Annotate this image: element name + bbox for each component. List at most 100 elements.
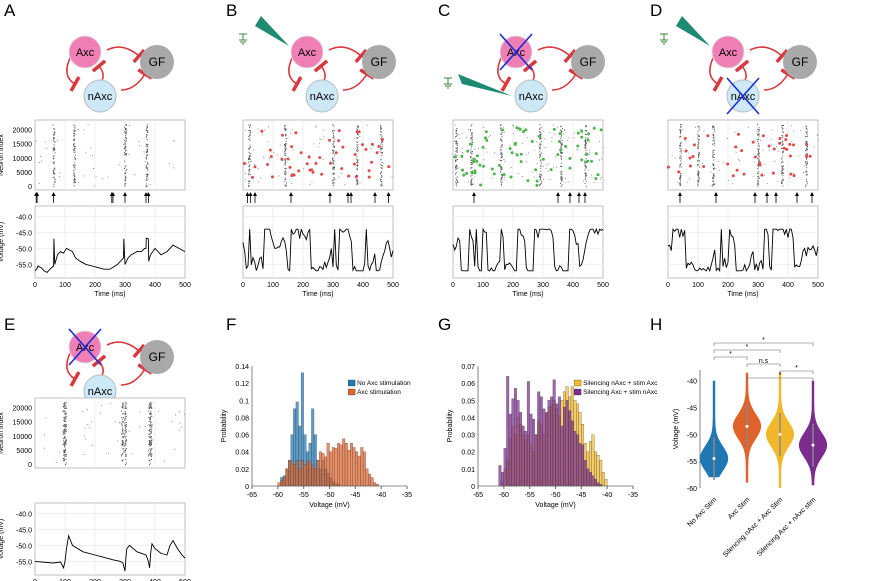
- raster-ytick: 20000: [13, 406, 33, 413]
- raster-spike: [78, 129, 79, 131]
- raster-spike: [679, 180, 681, 182]
- raster-spike: [598, 159, 600, 161]
- raster-spike: [582, 132, 584, 134]
- raster-spike: [757, 166, 759, 168]
- raster-spike: [147, 173, 149, 175]
- raster-spike: [313, 143, 315, 145]
- raster-spike: [806, 180, 808, 182]
- raster-spike: [146, 174, 148, 176]
- raster-spike: [73, 174, 75, 176]
- violin-median: [811, 443, 815, 447]
- raster-spike: [78, 182, 80, 184]
- raster-spike: [332, 131, 334, 133]
- stim-dot: [526, 179, 530, 183]
- raster-spike: [148, 440, 150, 442]
- raster-spike: [806, 132, 808, 134]
- raster-spike: [782, 150, 784, 152]
- raster-spike: [150, 424, 152, 426]
- raster-spike: [539, 153, 541, 155]
- raster-spike: [150, 432, 152, 434]
- histogram-bar: [352, 447, 356, 487]
- raster-spike: [380, 124, 382, 126]
- raster-spike: [381, 148, 383, 150]
- raster-spike: [455, 178, 457, 180]
- raster-spike: [333, 136, 335, 138]
- raster-spike: [539, 130, 541, 132]
- raster-spike: [53, 133, 55, 135]
- raster-spike: [698, 179, 700, 181]
- raster-spike: [758, 149, 760, 151]
- time-tick: 500: [179, 282, 191, 289]
- raster-spike: [149, 463, 151, 465]
- raster-spike: [540, 134, 542, 136]
- raster-spike: [147, 154, 149, 156]
- histogram-bar: [542, 408, 546, 487]
- raster-spike: [146, 150, 148, 152]
- stim-dot: [586, 159, 590, 163]
- raster-spike: [54, 128, 56, 130]
- raster-spike: [124, 413, 126, 415]
- raster-spike: [458, 167, 460, 169]
- raster-spike: [55, 461, 57, 463]
- raster-spike: [602, 151, 604, 153]
- raster-spike: [806, 161, 808, 163]
- raster-spike: [501, 144, 503, 146]
- raster-spike: [782, 124, 784, 126]
- raster-spike: [284, 171, 286, 173]
- raster-spike: [129, 125, 131, 127]
- raster-spike: [150, 418, 152, 420]
- stim-dot: [677, 170, 681, 174]
- nax-label: nAxc: [310, 91, 335, 103]
- stim-dot: [370, 160, 374, 164]
- raster-spike: [782, 161, 784, 163]
- histogram-bar: [321, 453, 325, 487]
- raster-spike: [561, 142, 563, 144]
- raster-spike: [65, 413, 67, 415]
- raster-spike: [540, 162, 542, 164]
- raster-spike: [591, 177, 593, 179]
- raster-spike: [285, 168, 287, 170]
- raster-spike: [124, 179, 126, 181]
- raster-spike: [73, 151, 75, 153]
- raster-spike: [284, 163, 286, 165]
- time-tick: 100: [59, 282, 71, 289]
- raster-spike: [378, 150, 380, 152]
- raster-spike: [64, 402, 66, 404]
- y-tick-label: 0.02: [235, 467, 249, 474]
- raster-spike: [586, 130, 588, 132]
- raster-spike: [539, 174, 541, 176]
- raster-spike: [584, 169, 586, 171]
- raster-spike: [333, 168, 335, 170]
- raster-spike: [456, 155, 458, 157]
- raster-spike: [63, 431, 65, 433]
- raster-spike: [805, 125, 807, 127]
- raster-spike: [584, 146, 586, 148]
- raster-spike: [806, 127, 808, 129]
- stim-dot: [485, 138, 489, 142]
- raster-spike: [53, 162, 55, 164]
- raster-spike: [62, 406, 64, 408]
- raster-spike: [54, 181, 56, 183]
- raster-spike: [125, 443, 127, 445]
- raster-spike: [249, 146, 251, 148]
- raster-spike: [781, 170, 783, 172]
- raster-spike: [356, 156, 358, 158]
- raster-spike: [148, 455, 150, 457]
- y-tick-label: -60: [687, 486, 697, 493]
- raster-spike: [471, 157, 473, 159]
- raster-spike: [697, 140, 699, 142]
- raster-spike: [146, 134, 148, 136]
- raster-spike: [539, 156, 541, 158]
- raster-spike: [125, 407, 127, 409]
- histogram-bar: [355, 451, 359, 487]
- raster-spike: [54, 179, 56, 181]
- raster-spike: [285, 152, 287, 154]
- raster-spike: [53, 170, 55, 172]
- raster-spike: [547, 170, 549, 172]
- raster-spike: [682, 129, 684, 130]
- x-tick-label: -50: [550, 492, 560, 499]
- gf-node: [362, 45, 396, 79]
- raster-spike: [456, 134, 458, 136]
- raster-spike: [702, 163, 703, 165]
- raster-spike: [584, 160, 586, 162]
